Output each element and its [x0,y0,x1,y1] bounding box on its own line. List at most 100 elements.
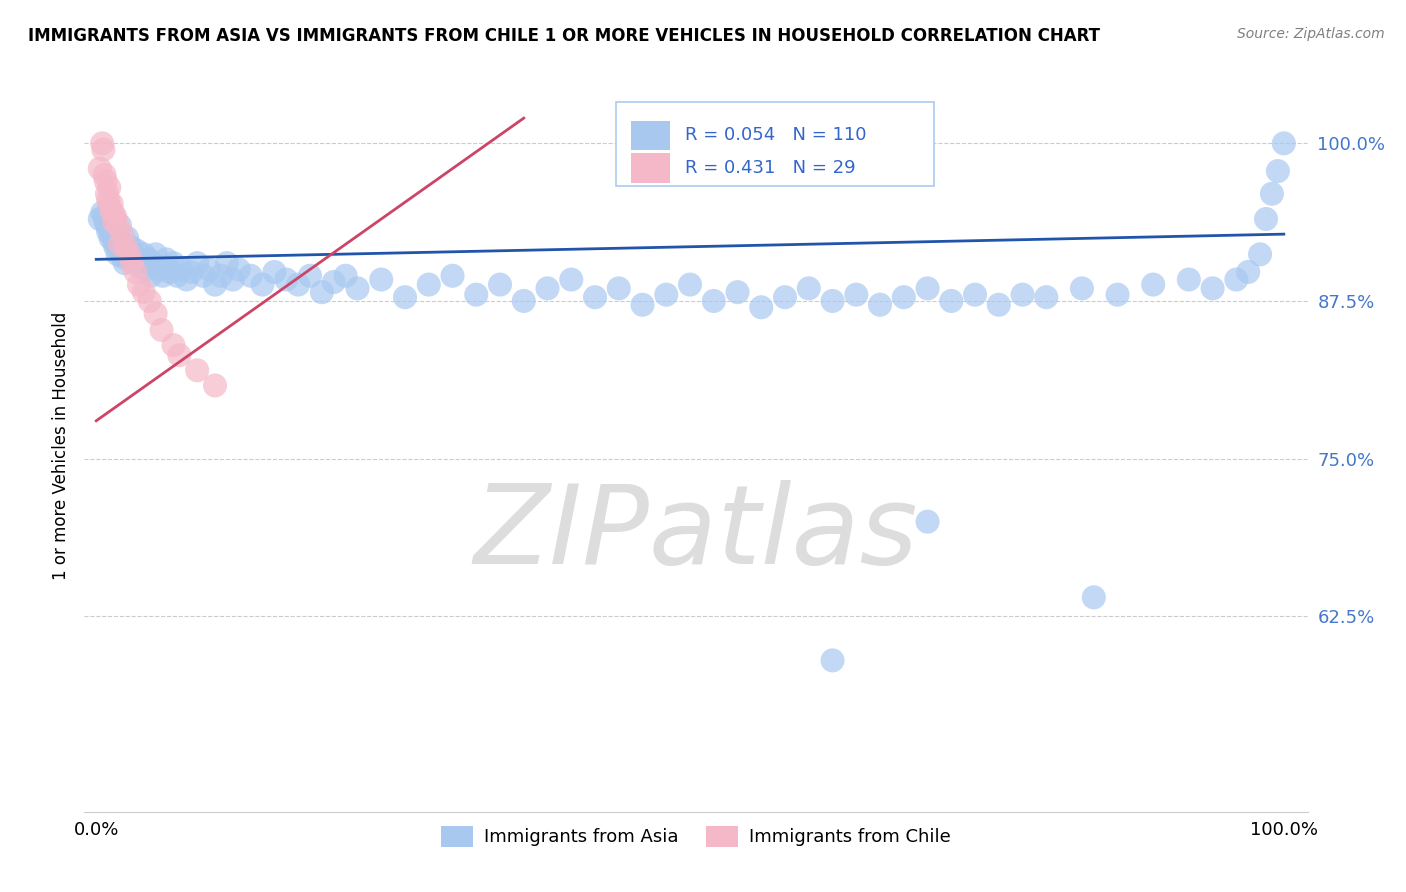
Point [204,277,226,292]
Point [276,272,298,286]
Point [138,252,160,267]
Point [107,237,129,252]
Point [418,277,440,292]
Point [176,272,198,286]
Point [118,247,141,261]
Point [105,225,128,239]
Point [655,287,678,301]
Point [893,290,915,304]
Point [987,298,1010,312]
Point [370,272,392,286]
Point [131,260,153,274]
Point [101,205,124,219]
Point [94,174,117,188]
Text: R = 0.431   N = 29: R = 0.431 N = 29 [685,159,856,177]
Point [104,210,127,224]
FancyBboxPatch shape [631,120,671,150]
Point [917,281,939,295]
Point [142,256,165,270]
Point [186,363,208,377]
Point [1107,287,1129,301]
Point [128,277,150,292]
Point [107,247,129,261]
Point [122,255,145,269]
Point [110,244,132,258]
Point [583,290,606,304]
Point [128,252,150,267]
Point [97,193,120,207]
Point [287,277,309,292]
Point [1267,164,1289,178]
Point [1142,277,1164,292]
Point [703,293,725,308]
Point [93,143,115,157]
Point [311,285,333,300]
Point [1225,272,1247,286]
Point [209,268,232,283]
Point [465,287,488,301]
Point [204,378,226,392]
Point [112,237,135,252]
Point [198,262,221,277]
Point [679,277,702,292]
Point [100,227,122,241]
Point [152,268,174,283]
Point [162,256,184,270]
Point [148,262,170,277]
Point [536,281,558,295]
Point [100,202,122,216]
Point [107,229,129,244]
Text: R = 0.054   N = 110: R = 0.054 N = 110 [685,126,866,145]
Point [91,205,114,219]
Point [513,293,536,308]
Point [115,244,138,258]
Point [170,262,193,277]
Point [298,268,321,283]
Point [125,244,148,258]
Y-axis label: 1 or more Vehicles in Household: 1 or more Vehicles in Household [52,312,70,580]
Point [1254,212,1277,227]
Point [145,247,167,261]
Point [1249,247,1271,261]
FancyBboxPatch shape [631,153,671,183]
Text: Source: ZipAtlas.com: Source: ZipAtlas.com [1237,27,1385,41]
Point [166,268,188,283]
Point [1178,272,1201,286]
Point [124,265,146,279]
Point [93,168,115,182]
Point [118,252,141,267]
Point [104,240,127,254]
Point [162,338,184,352]
Point [169,348,191,362]
Point [132,247,155,261]
Point [1201,281,1223,295]
Point [489,277,512,292]
Point [1261,186,1284,201]
Point [1272,136,1295,151]
Point [111,227,134,241]
Point [1237,265,1260,279]
Point [941,293,963,308]
Point [96,219,118,233]
Point [111,250,134,264]
Point [917,515,939,529]
Point [132,285,155,300]
Point [107,219,129,233]
Point [121,247,143,261]
Point [335,268,357,283]
Point [228,262,250,277]
Point [117,250,139,264]
Point [159,265,181,279]
Point [821,653,844,667]
Point [97,225,120,239]
Point [607,281,630,295]
Point [108,219,131,233]
Point [797,281,820,295]
FancyBboxPatch shape [616,103,935,186]
Text: ZIPatlas: ZIPatlas [474,480,918,587]
Point [263,265,285,279]
Point [135,262,157,277]
Point [441,268,464,283]
Point [773,290,796,304]
Point [91,136,114,151]
